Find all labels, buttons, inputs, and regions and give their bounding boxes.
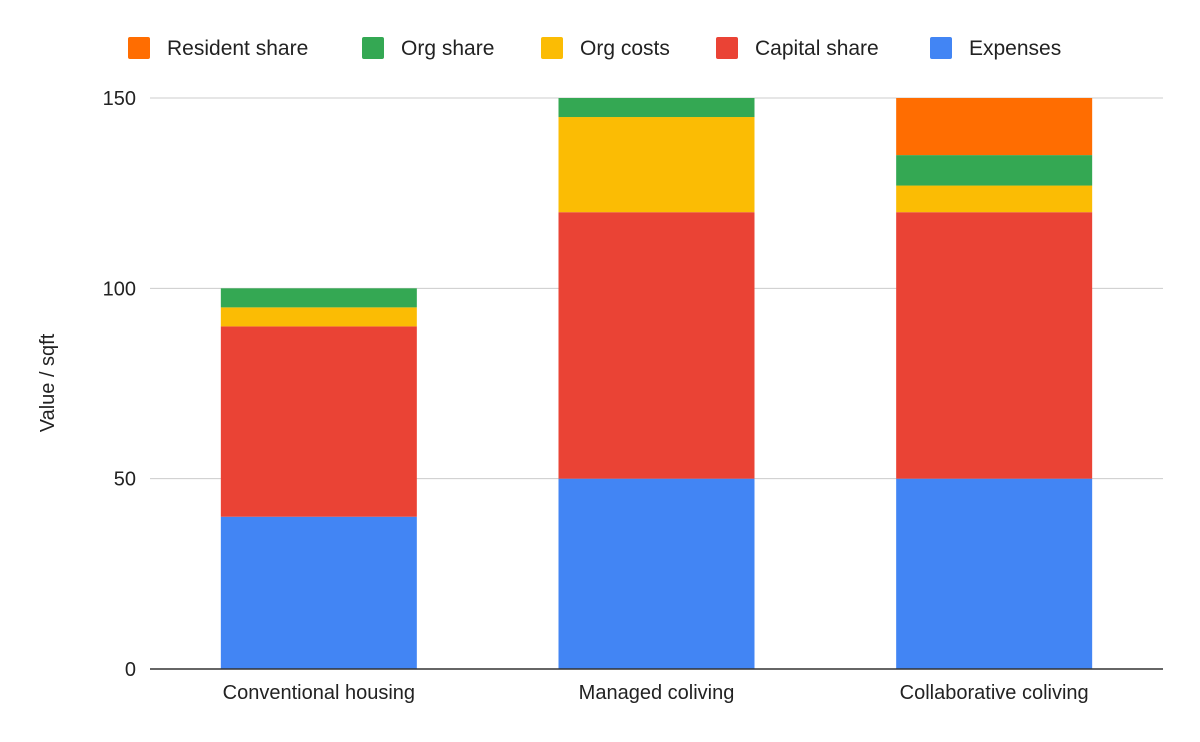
legend-label: Capital share bbox=[755, 37, 879, 60]
legend-swatch bbox=[362, 37, 384, 59]
y-tick-label: 100 bbox=[103, 278, 136, 300]
x-category-label: Managed coliving bbox=[579, 682, 735, 704]
legend-swatch bbox=[930, 37, 952, 59]
legend-label: Org share bbox=[401, 37, 494, 60]
bar-segment-org-costs bbox=[896, 185, 1093, 213]
y-tick-label: 50 bbox=[114, 469, 136, 491]
legend-swatch bbox=[128, 37, 150, 59]
y-tick-label: 150 bbox=[103, 88, 136, 110]
y-tick-labels: 0 50 100 150 bbox=[103, 88, 136, 681]
bar-segment-org-costs bbox=[220, 307, 417, 327]
legend: Resident share Org share Org costs Capital … bbox=[128, 37, 1061, 60]
legend-swatch bbox=[716, 37, 738, 59]
legend-swatch bbox=[541, 37, 563, 59]
bar-segment-capital-share bbox=[896, 212, 1093, 479]
y-tick-label: 0 bbox=[125, 659, 136, 681]
bar-segment-org-share bbox=[558, 98, 755, 118]
legend-label: Expenses bbox=[969, 37, 1061, 60]
bar-segment-expenses bbox=[220, 516, 417, 669]
y-axis-title: Value / sqft bbox=[37, 333, 59, 432]
legend-label: Resident share bbox=[167, 37, 308, 60]
bar-segment-org-share bbox=[896, 155, 1093, 186]
bar-segment-resident-share bbox=[896, 98, 1093, 156]
bars bbox=[220, 98, 1093, 669]
bar-segment-expenses bbox=[558, 478, 755, 669]
bar-segment-org-costs bbox=[558, 117, 755, 213]
x-category-labels: Conventional housing Managed coliving Coll… bbox=[223, 682, 1089, 704]
legend-label: Org costs bbox=[580, 37, 670, 60]
x-category-label: Collaborative coliving bbox=[900, 682, 1089, 704]
bar-segment-capital-share bbox=[220, 326, 417, 517]
bar-segment-capital-share bbox=[558, 212, 755, 479]
bar-segment-expenses bbox=[896, 478, 1093, 669]
bar-segment-org-share bbox=[220, 288, 417, 308]
x-category-label: Conventional housing bbox=[223, 682, 415, 704]
